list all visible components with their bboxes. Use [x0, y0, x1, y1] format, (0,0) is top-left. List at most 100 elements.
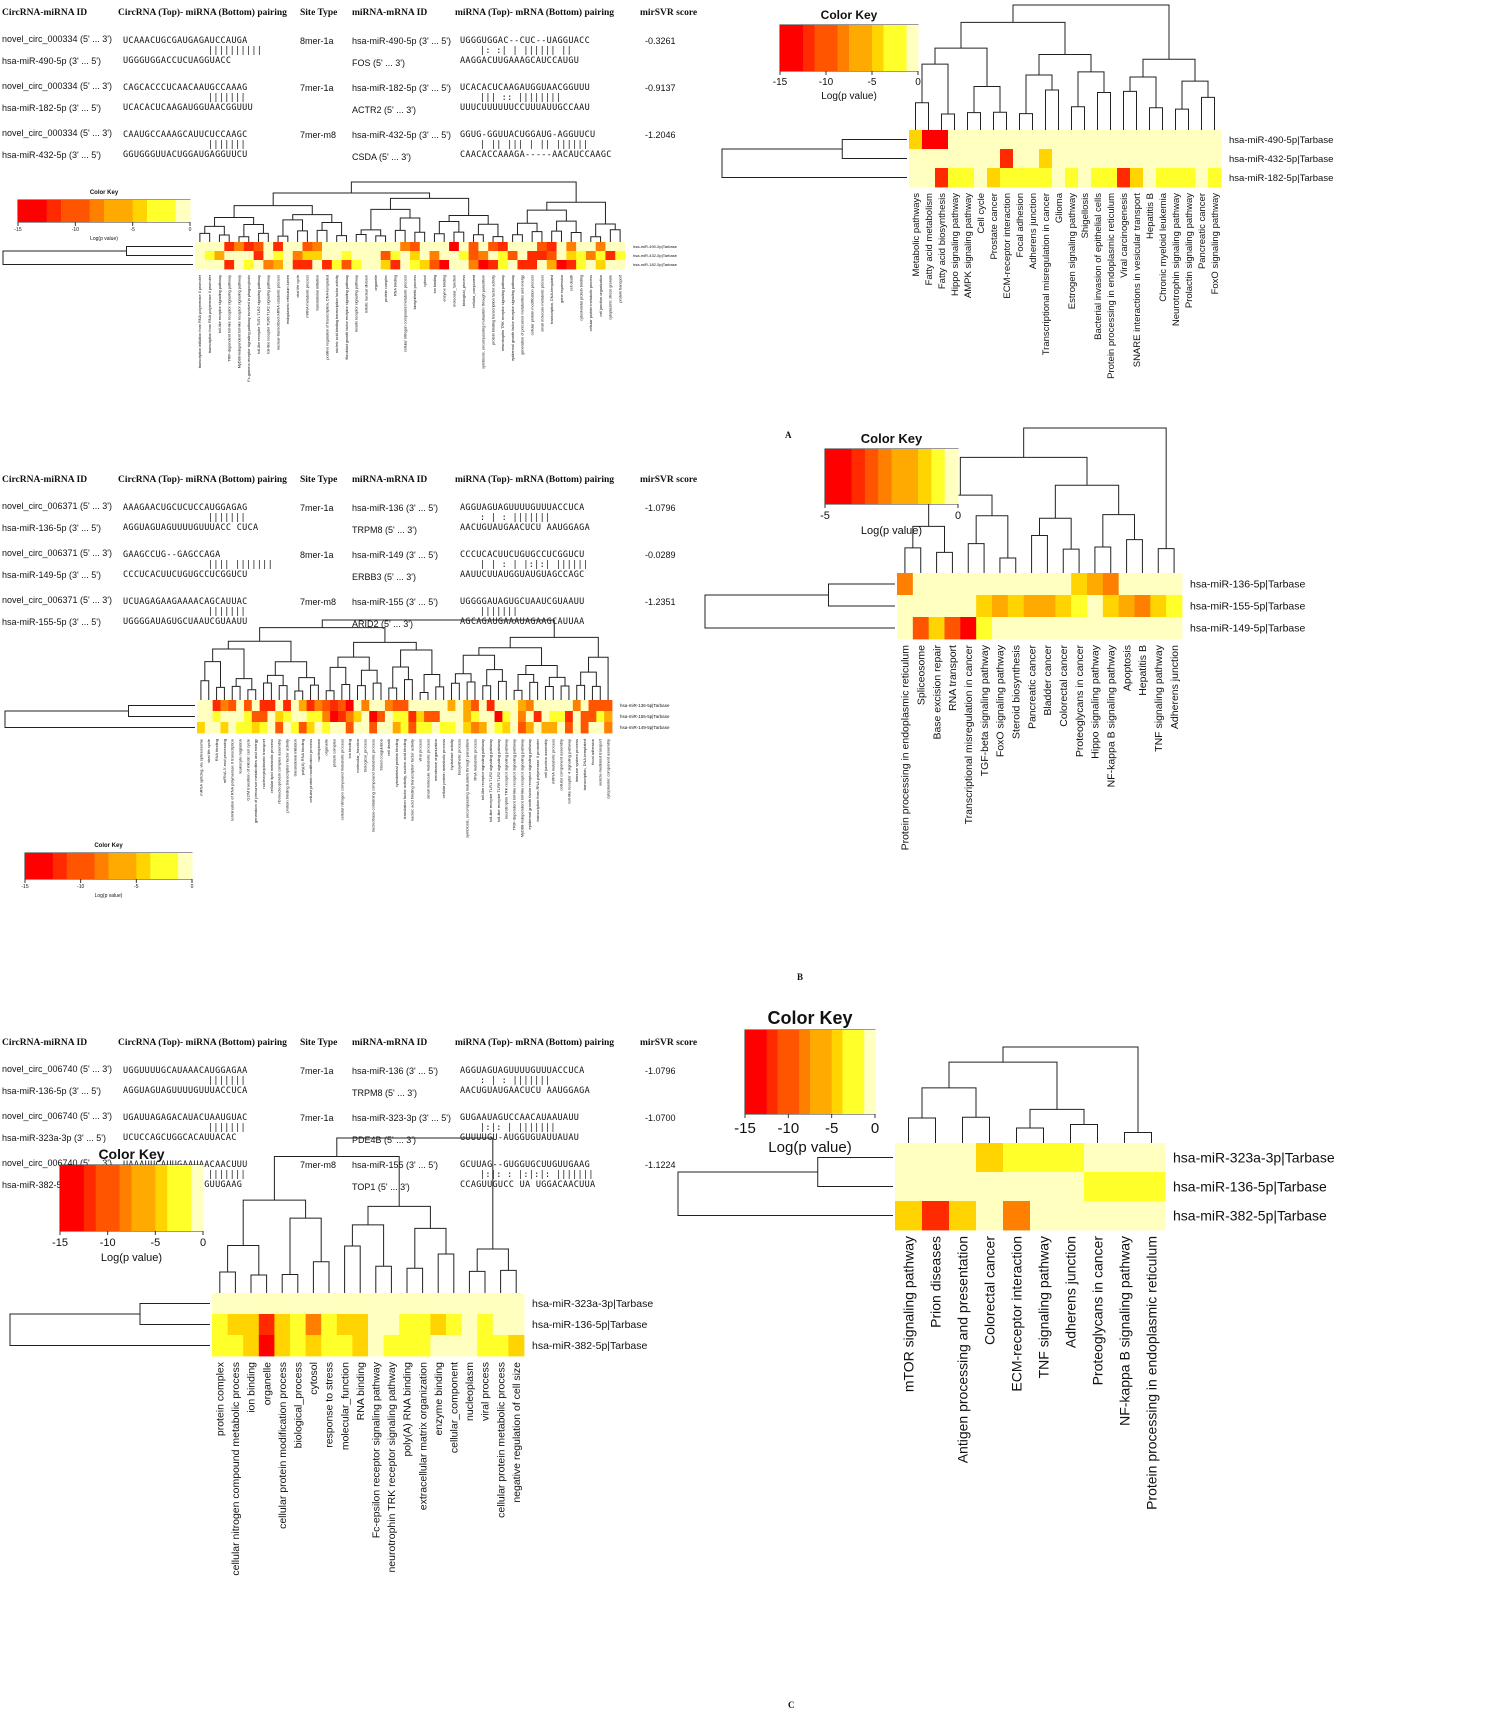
column-dendrogram-branch	[218, 234, 230, 242]
table-header: miRNA (Top)- mRNA (Bottom) pairing	[455, 475, 615, 485]
heatmap-row-label: hsa-miR-382-5p|Tarbase	[532, 1340, 648, 1352]
heatmap-column-label: mitotic nuclear division	[364, 275, 368, 313]
heatmap-cell	[314, 722, 323, 734]
mirna-id: hsa-miR-490-5p (3' ... 5')	[2, 56, 101, 66]
color-key-tick-label: -10	[819, 77, 834, 88]
heatmap-cell	[507, 260, 518, 270]
heatmap-cell	[331, 242, 342, 252]
heatmap-cell	[243, 700, 253, 712]
heatmap-cell	[1182, 130, 1196, 150]
column-dendrogram-branch	[243, 223, 264, 237]
heatmap-cell	[306, 700, 315, 712]
color-key-tick-label: 0	[871, 1120, 879, 1137]
column-dendrogram-branch	[214, 217, 255, 227]
heatmap-column-label: neurotrophin TRK receptor signaling path…	[501, 275, 505, 351]
heatmap-cell	[204, 722, 214, 734]
table-header: miRNA (Top)- mRNA (Bottom) pairing	[455, 1038, 615, 1048]
color-key-swatch	[179, 1165, 192, 1231]
heatmap-cell	[1026, 149, 1040, 169]
heatmap-cell	[341, 242, 352, 252]
heatmap-column-label: SNARE interactions in vesicular transpor…	[1132, 193, 1143, 368]
color-key-tick-label: -15	[14, 227, 21, 233]
color-key-swatch	[864, 449, 879, 504]
heatmap-cell	[1003, 1201, 1031, 1231]
heatmap-cell	[214, 251, 225, 261]
heatmap-cell	[337, 700, 347, 712]
heatmap-cell	[517, 251, 528, 261]
heatmap-cell	[588, 711, 597, 723]
color-key-swatch	[814, 25, 827, 71]
heatmap-column-label: transcription initiation from RNA polyme…	[198, 274, 202, 368]
heatmap-cell	[298, 722, 308, 734]
color-key-tick-label: -10	[100, 1237, 116, 1249]
heatmap-column-label: G2/M transition of mitotic cell cycle	[245, 738, 250, 800]
heatmap-cell	[251, 700, 261, 712]
heatmap-column-label: nucleocytoplasmic transport	[261, 738, 266, 788]
table-header: CircRNA (Top)- miRNA (Bottom) pairing	[118, 8, 287, 18]
heatmap-cell	[1055, 573, 1072, 596]
color-key-swatch	[906, 25, 919, 71]
heatmap-column-label: Adherens junction	[1062, 1236, 1078, 1348]
heatmap-row-label: hsa-miR-136-5p|Tarbase	[1190, 579, 1306, 591]
column-dendrogram-branch	[231, 685, 241, 700]
heatmap-column-label: translation factor activity, nucleic aci…	[402, 739, 407, 819]
column-dendrogram-branch	[316, 229, 328, 242]
color-key-swatch	[883, 25, 896, 71]
heatmap-cell	[243, 242, 255, 252]
heatmap-cell	[492, 1314, 509, 1336]
mirna-sequence: UGGGUGGACCUCUAGGUACC	[123, 56, 232, 66]
heatmap-cell	[275, 722, 284, 734]
table-header: mirSVR score	[640, 8, 698, 18]
heatmap-cell	[197, 722, 206, 734]
column-dendrogram-branch	[973, 85, 1001, 113]
heatmap-cell	[987, 130, 1001, 150]
heatmap-cell	[557, 711, 566, 723]
color-key-swatch	[132, 200, 148, 222]
heatmap-cell	[596, 722, 605, 734]
heatmap-cell	[605, 251, 616, 261]
heatmap-cell	[960, 573, 977, 596]
heatmap-column-label: fibroblast growth factor receptor signal…	[345, 275, 349, 360]
heatmap-cell	[557, 722, 566, 734]
heatmap-cell	[486, 700, 495, 712]
heatmap-cell	[305, 1314, 322, 1336]
column-dendrogram-branch	[199, 232, 211, 242]
heatmap-column-label: cellular protein metabolic process	[441, 739, 446, 798]
heatmap-cell	[253, 260, 264, 270]
color-key-title: Color Key	[98, 1146, 164, 1162]
heatmap-cell	[992, 617, 1009, 640]
color-key-title: Color Key	[861, 431, 923, 446]
pairing-table-a: CircRNA-miRNA ID CircRNA (Top)- miRNA (Bo…	[0, 0, 760, 180]
heatmap-cell	[1102, 595, 1120, 618]
heatmap-cell	[897, 573, 914, 596]
heatmap-column-label: TNF signaling pathway	[1153, 644, 1165, 752]
heatmap-cell	[195, 242, 206, 252]
column-dendrogram-branch	[298, 677, 315, 692]
heatmap-cell	[370, 260, 382, 270]
heatmap-column-label: NF-kappa B signaling pathway	[1116, 1236, 1132, 1426]
heatmap-cell	[212, 722, 221, 734]
kegg-heatmap-b: hsa-miR-136-5p|Tarbase hsa-miR-155-5p|Tar…	[704, 427, 1306, 850]
heatmap-cell	[399, 1335, 416, 1357]
heatmap-cell	[922, 130, 936, 150]
heatmap-cell	[1150, 573, 1167, 596]
heatmap-column-label: toll-like receptor TLR6:TLR2 signaling p…	[267, 275, 271, 354]
heatmap-cell	[224, 242, 235, 252]
heatmap-cell	[1117, 130, 1131, 150]
heatmap-cell	[912, 617, 930, 640]
heatmap-cell	[455, 700, 464, 712]
site-type: 8mer-1a	[300, 36, 334, 46]
column-dendrogram-branch	[546, 201, 606, 225]
heatmap-column-label: small molecule metabolic process	[425, 739, 430, 799]
heatmap-column-label: RNA metabolic process	[472, 739, 477, 781]
heatmap-column-label: Bacterial invasion of epithelial cells	[1093, 193, 1104, 340]
heatmap-cell	[321, 1293, 338, 1315]
column-dendrogram-branch	[529, 681, 539, 700]
heatmap-cell	[1134, 617, 1151, 640]
heatmap-cell	[361, 711, 370, 723]
heatmap-cell	[1195, 149, 1209, 169]
column-dendrogram-branch	[200, 680, 210, 700]
column-dendrogram-branch	[526, 209, 567, 224]
mirna-id: hsa-miR-149-5p (3' ... 5')	[2, 570, 101, 580]
heatmap-column-label: symbiosis, encompassing mutualism throug…	[482, 275, 486, 369]
